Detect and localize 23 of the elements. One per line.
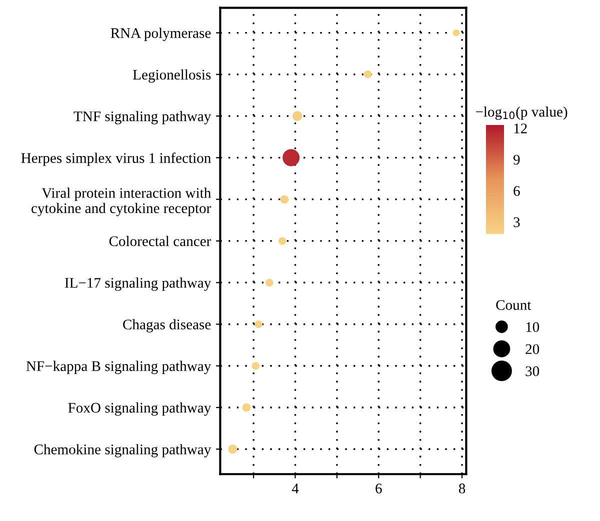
x-tick-label: 6 [376,484,382,494]
legend-label: 20 [526,344,540,354]
y-tick-label: Legionellosis [133,69,211,83]
y-tick-label: Chemokine signaling pathway [34,444,212,458]
color-bar-label: 9 [513,154,520,165]
legend-label: 10 [526,322,540,332]
y-tick-label: Herpes simplex virus 1 infection [21,152,211,166]
y-tick-label: Viral protein interaction with cytokine and cytokine receptor [32,188,212,216]
y-tick-label: IL−17 signaling pathway [64,278,212,291]
y-tick-label: FoxO signaling pathway [68,402,212,416]
y-tick-label: RNA polymerase [110,28,211,41]
color-bar-title: −log$_{10}$(p value) [476,106,568,120]
y-tick-label: NF−kappa B signaling pathway [26,360,212,374]
color-bar-label: 3 [514,217,520,228]
legend-title: Count [496,300,532,310]
legend-label: 30 [526,366,540,376]
color-bar-label: 6 [514,186,520,196]
x-tick-label: 4 [292,484,299,494]
y-tick-label: TNF signaling pathway [74,111,212,124]
x-tick-label: 8 [458,484,466,494]
color-bar-label: 12 [514,124,527,134]
y-tick-label: Chagas disease [123,319,211,332]
y-tick-label: Colorectal cancer [109,236,212,246]
